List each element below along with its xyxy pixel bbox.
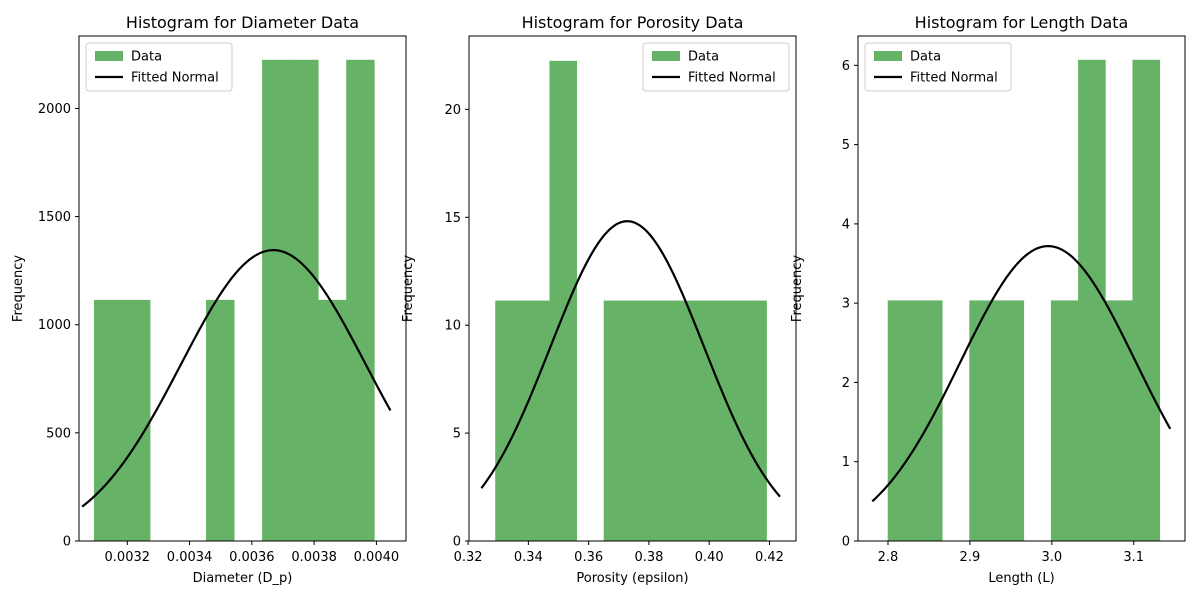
chart-title: Histogram for Porosity Data — [522, 13, 744, 32]
x-tick-label: 3.0 — [1041, 550, 1062, 565]
legend-label-fitted-normal: Fitted Normal — [910, 71, 998, 86]
x-tick-label: 0.0040 — [354, 550, 400, 565]
histogram-bar-1 — [887, 300, 916, 541]
histogram-bar-6 — [630, 300, 659, 541]
histogram-bar-8 — [685, 300, 713, 541]
legend-label-fitted-normal: Fitted Normal — [688, 71, 776, 86]
y-tick-label: 0 — [63, 535, 71, 550]
legend-swatch-data — [652, 51, 680, 61]
axes-frame — [468, 35, 797, 542]
x-axis-label: Diameter (D_p) — [193, 571, 293, 586]
histogram-bar-10 — [1132, 59, 1161, 542]
histogram-bar-7 — [657, 300, 686, 541]
legend: Data Fitted Normal — [85, 42, 233, 92]
fitted-normal-curve — [480, 220, 781, 498]
legend-label-data: Data — [910, 50, 941, 65]
x-tick-label: 0.36 — [574, 550, 603, 565]
histogram-bar-5 — [603, 300, 632, 541]
histogram-bar-10 — [346, 59, 375, 541]
axes-frame — [857, 35, 1186, 542]
histogram-bar-5 — [996, 300, 1025, 541]
y-tick-label: 4 — [842, 217, 850, 232]
y-tick-label: 1500 — [38, 210, 71, 225]
legend: Data Fitted Normal — [864, 42, 1012, 92]
fitted-normal-curve — [871, 244, 1172, 503]
histogram-bar-9 — [1105, 300, 1133, 541]
x-tick-label: 0.42 — [755, 550, 784, 565]
x-tick-label: 0.0038 — [291, 550, 337, 565]
x-tick-label: 0.34 — [514, 550, 543, 565]
x-tick-label: 0.40 — [695, 550, 724, 565]
histogram-bar-1 — [495, 300, 523, 541]
x-tick-label: 3.1 — [1123, 550, 1144, 565]
y-tick-label: 10 — [444, 319, 461, 334]
y-tick-label: 0 — [453, 535, 461, 550]
y-axis-label: Frequency — [11, 255, 26, 322]
histogram-bar-7 — [1050, 300, 1079, 541]
legend-swatch-data — [95, 51, 123, 61]
y-tick-label: 3 — [842, 297, 850, 312]
chart-title: Histogram for Length Data — [915, 13, 1129, 32]
histogram-bar-2 — [121, 299, 151, 541]
x-axis-label: Porosity (epsilon) — [576, 571, 688, 586]
histogram-bar-8 — [290, 59, 319, 541]
legend-label-data: Data — [131, 50, 162, 65]
x-tick-label: 2.9 — [960, 550, 981, 565]
y-axis-label: Frequency — [790, 255, 805, 322]
x-tick-label: 0.0032 — [105, 550, 151, 565]
histogram-bar-2 — [522, 300, 550, 541]
y-tick-label: 2000 — [38, 102, 71, 117]
fitted-normal-curve — [81, 249, 392, 508]
histogram-bar-5 — [206, 299, 235, 541]
y-tick-label: 5 — [453, 427, 461, 442]
histogram-bar-2 — [914, 300, 943, 541]
y-tick-label: 20 — [444, 103, 461, 118]
legend-label-data: Data — [688, 50, 719, 65]
x-axis-label: Length (L) — [988, 571, 1054, 586]
chart-panel-3: 2.8 2.9 3.0 3.1 0 1 2 3 4 5 6 Histogram for Length … — [790, 13, 1186, 586]
histogram-bar-8 — [1078, 59, 1106, 542]
y-tick-label: 15 — [444, 211, 461, 226]
histogram-bar-4 — [969, 300, 997, 541]
legend-swatch-data — [874, 51, 902, 61]
x-tick-label: 0.38 — [634, 550, 663, 565]
y-axis-label: Frequency — [401, 255, 416, 322]
chart-panel-1: 0.0032 0.0034 0.0036 0.0038 0.0040 0 500 1000 15… — [11, 13, 407, 586]
chart-title: Histogram for Diameter Data — [126, 13, 359, 32]
y-tick-label: 500 — [46, 426, 71, 441]
y-tick-label: 1 — [842, 455, 850, 470]
histogram-bar-1 — [93, 299, 123, 541]
y-tick-label: 2 — [842, 376, 850, 391]
histogram-bar-3 — [549, 60, 577, 542]
axes-frame — [78, 35, 407, 542]
x-tick-label: 0.0034 — [167, 550, 213, 565]
legend-label-fitted-normal: Fitted Normal — [131, 71, 219, 86]
histogram-bar-10 — [739, 300, 767, 541]
y-tick-label: 5 — [842, 138, 850, 153]
x-tick-label: 2.8 — [878, 550, 899, 565]
x-tick-label: 0.32 — [454, 550, 483, 565]
y-tick-label: 0 — [842, 535, 850, 550]
legend: Data Fitted Normal — [642, 42, 790, 92]
x-tick-label: 0.0036 — [229, 550, 275, 565]
y-tick-label: 1000 — [38, 318, 71, 333]
histogram-bar-7 — [262, 59, 291, 541]
histogram-bar-9 — [318, 299, 347, 541]
y-tick-label: 6 — [842, 59, 850, 74]
chart-panel-2: 0.32 0.34 0.36 0.38 0.40 0.42 0 5 10 15 20 Histogra… — [401, 13, 797, 586]
